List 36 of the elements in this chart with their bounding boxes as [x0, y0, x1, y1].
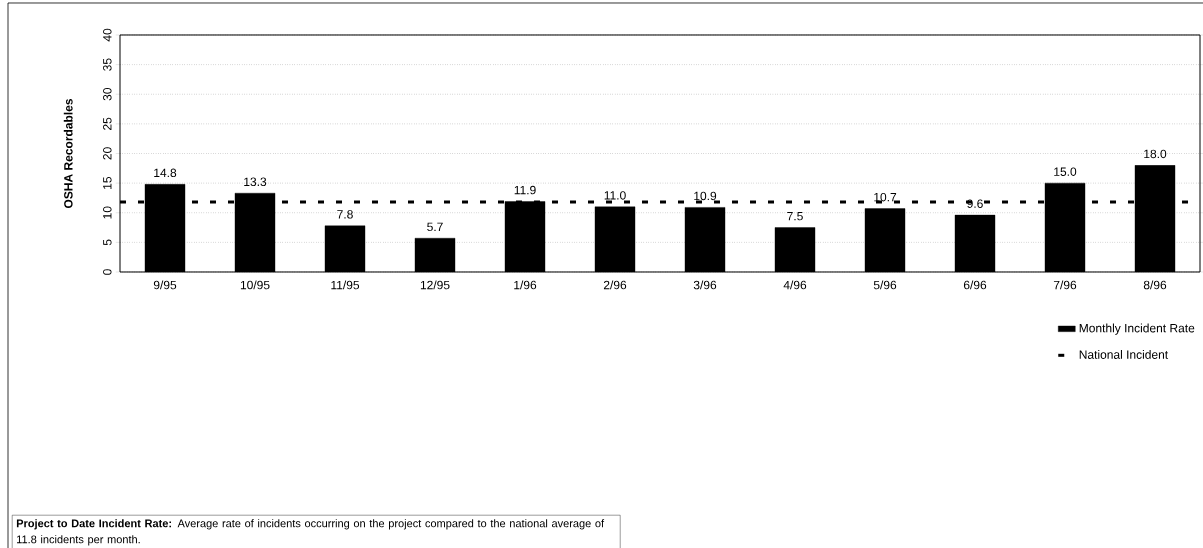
- x-tick-label: 4/96: [783, 280, 807, 290]
- x-tick-label: 2/96: [603, 280, 627, 290]
- data-label: 18.0: [1144, 149, 1167, 159]
- data-label: 5.7: [427, 222, 443, 232]
- x-tick-label: 3/96: [693, 280, 717, 290]
- legend-label: Monthly Incident Rate: [1079, 323, 1195, 335]
- data-label: 7.5: [787, 211, 803, 221]
- y-tick-label: 25: [103, 117, 112, 130]
- y-axis-title: OSHA Recordables: [63, 98, 73, 209]
- x-tick-label: 1/96: [514, 280, 537, 290]
- y-tick-label: 35: [103, 58, 112, 71]
- text: Project to Date Incident Rate: Average rate of incidents occurring on the project compared to the national average of 11.8 incidents per month.: [16, 519, 605, 546]
- data-label: 11.0: [604, 191, 626, 200]
- x-tick-label: 12/95: [420, 280, 450, 290]
- y-tick-label: 20: [103, 147, 112, 160]
- x-tick-label: 8/96: [1143, 280, 1167, 290]
- y-tick-label: 0: [103, 269, 112, 275]
- data-label: 13.3: [244, 177, 267, 186]
- data-label: 14.8: [154, 168, 177, 178]
- y-tick-label: 5: [103, 239, 112, 246]
- x-tick-label: 6/96: [963, 280, 987, 290]
- x-tick-label: 10/95: [240, 280, 270, 290]
- data-label: 10.9: [694, 191, 717, 201]
- x-tick-label: 11/95: [331, 280, 360, 290]
- data-label: 7.8: [337, 210, 353, 219]
- x-tick-label: 5/96: [873, 280, 897, 290]
- y-tick-label: 15: [103, 176, 112, 189]
- y-tick-label: 30: [103, 88, 112, 101]
- x-tick-label: 7/96: [1053, 280, 1077, 290]
- x-tick-label: 9/95: [153, 280, 177, 290]
- y-tick-label: 40: [103, 28, 112, 42]
- data-label: 15.0: [1054, 167, 1077, 176]
- y-tick-label: 10: [103, 206, 112, 219]
- data-label: 10.7: [874, 192, 897, 202]
- legend-label: National Incident: [1079, 350, 1169, 359]
- data-label: 11.9: [514, 185, 536, 195]
